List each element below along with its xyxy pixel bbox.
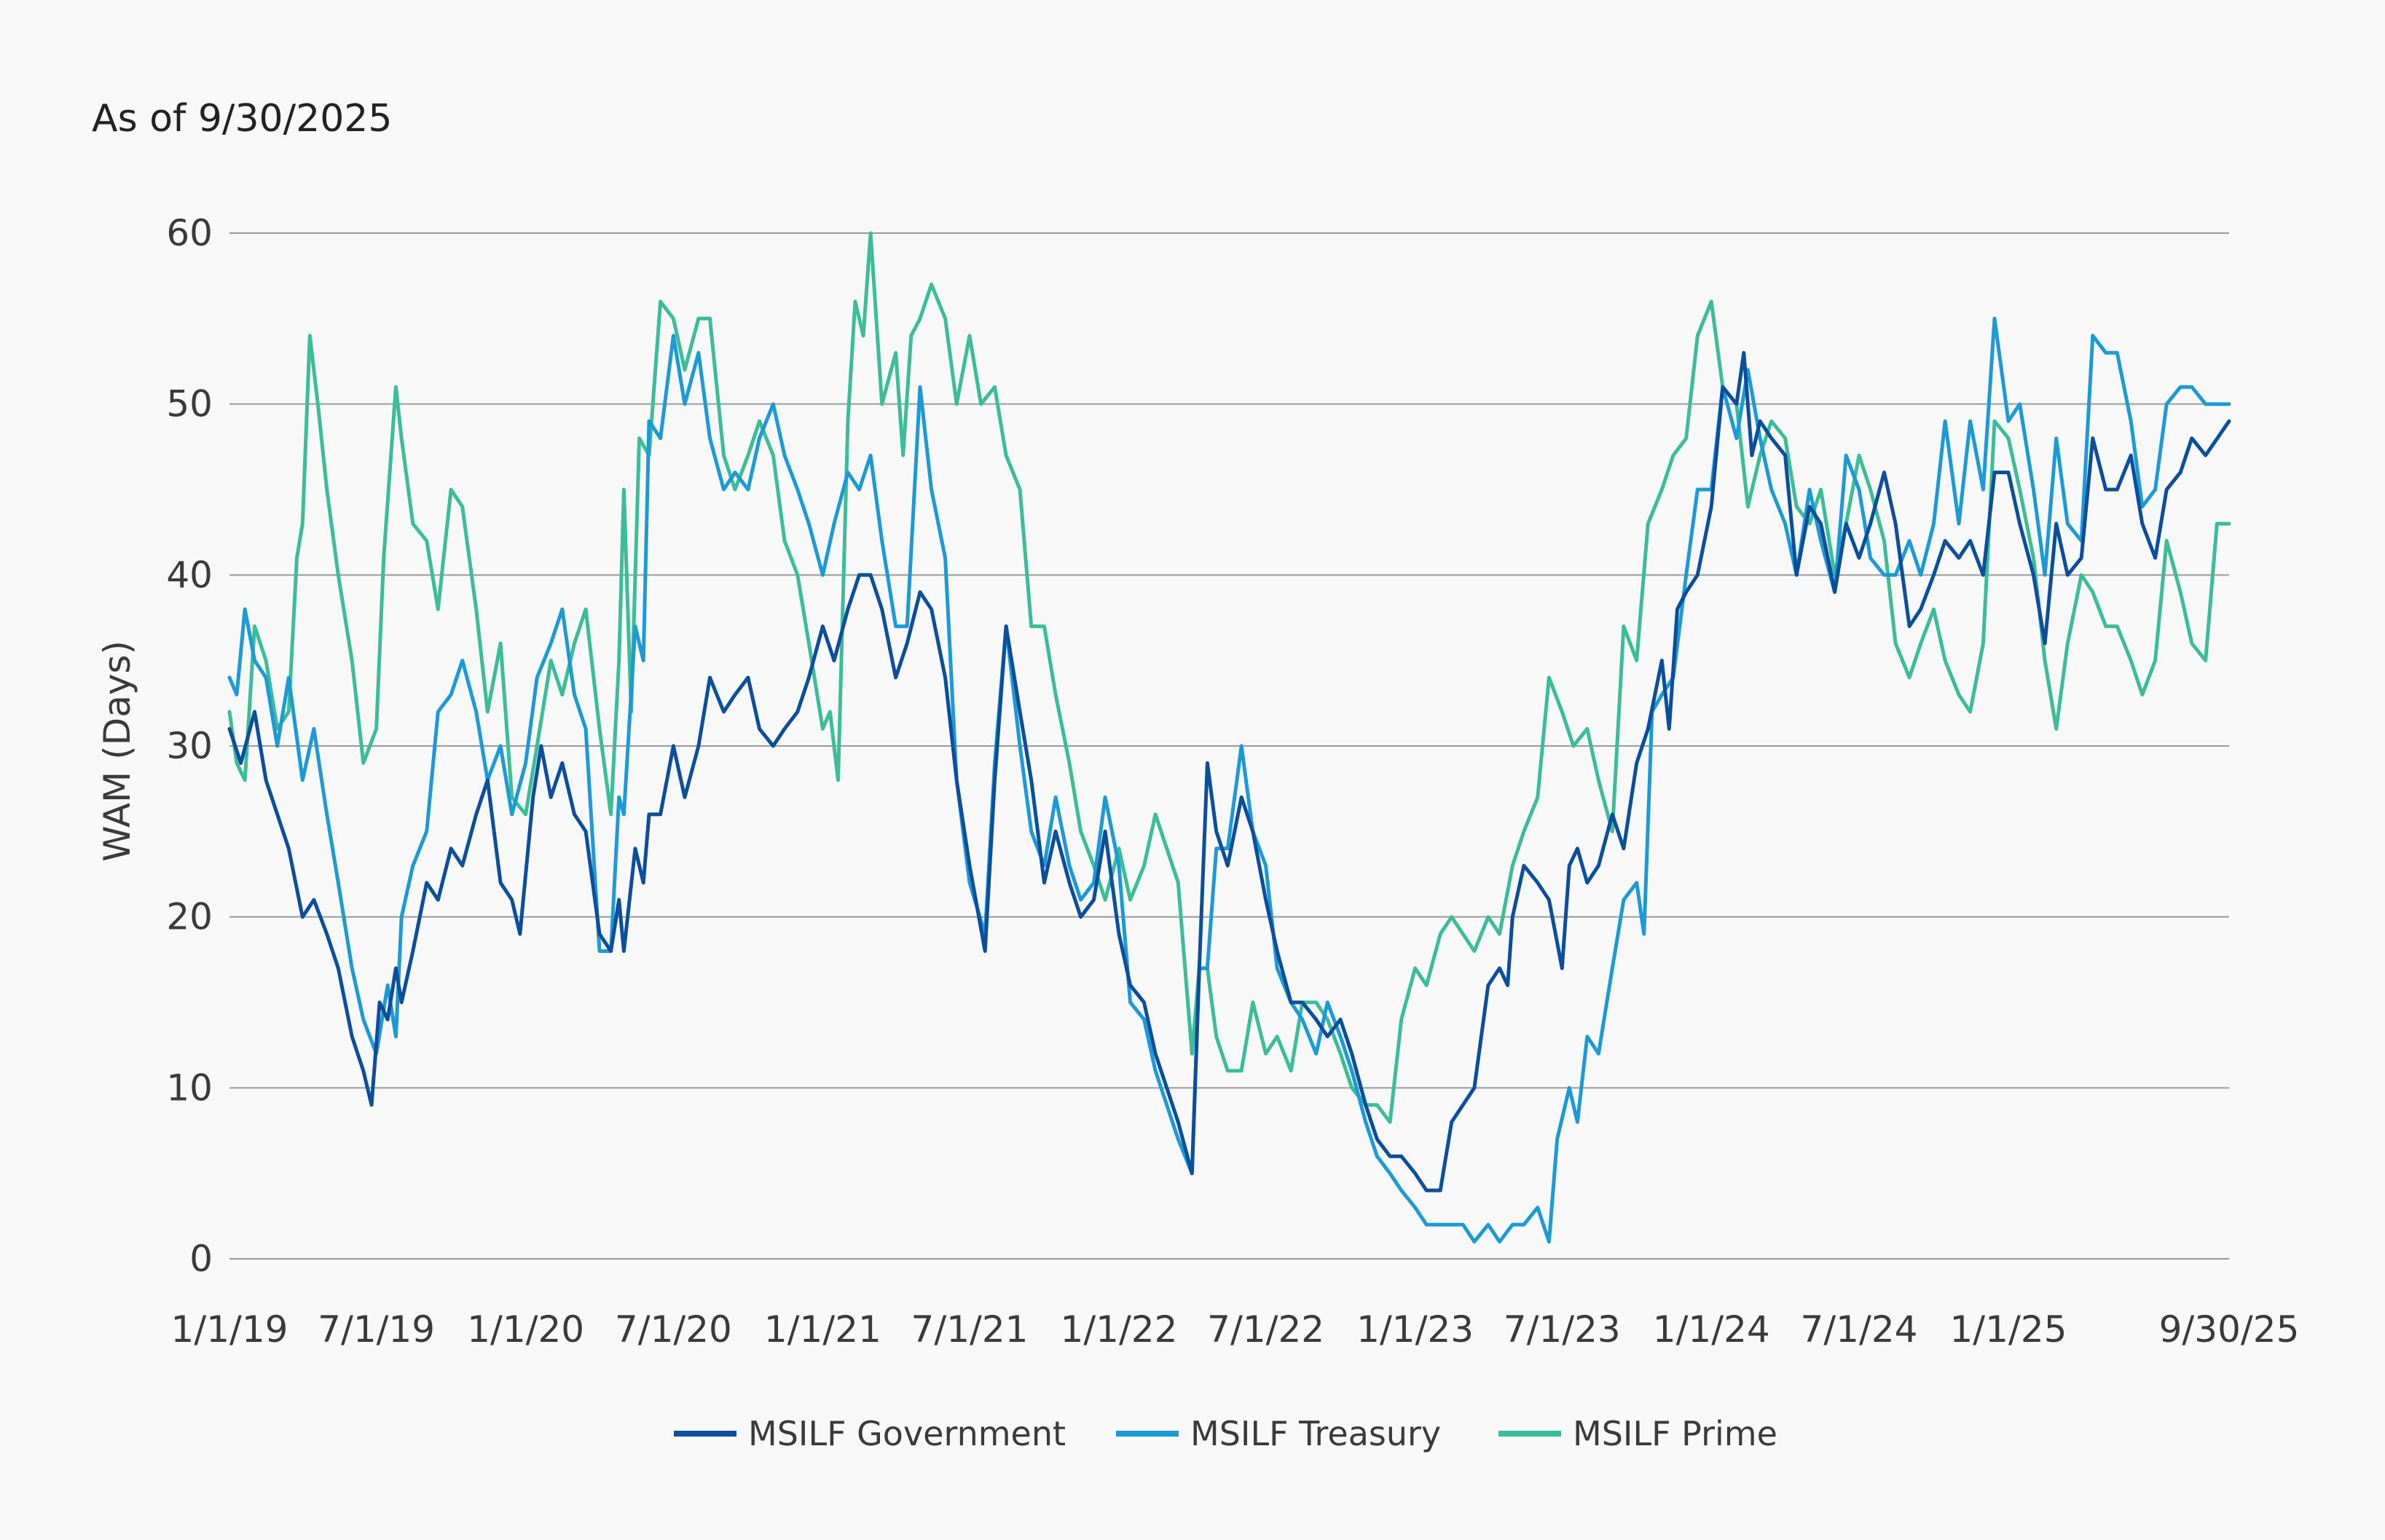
legend-label: MSILF Treasury xyxy=(1190,1414,1441,1453)
x-tick-label: 1/1/22 xyxy=(1061,1308,1178,1351)
chart-subtitle: As of 9/30/2025 xyxy=(92,97,392,141)
series-line-msilf-government xyxy=(227,350,2231,1193)
series-line-msilf-prime xyxy=(227,231,2231,1124)
x-tick-label: 7/1/20 xyxy=(615,1308,732,1351)
series-lines xyxy=(227,231,2231,1244)
y-tick-label: 50 xyxy=(166,383,213,425)
x-axis-ticks: 1/1/19 7/1/19 1/1/20 7/1/20 1/1/21 7/1/21 1/1/… xyxy=(171,1308,2300,1351)
y-axis-ticks: 0 10 20 30 40 50 60 xyxy=(166,212,213,1280)
y-tick-label: 60 xyxy=(166,212,213,254)
y-tick-label: 20 xyxy=(166,896,213,938)
y-axis-title: WAM (Days) xyxy=(96,640,138,862)
x-tick-label: 1/1/21 xyxy=(764,1308,881,1351)
x-tick-label: 1/1/23 xyxy=(1356,1308,1474,1351)
x-tick-label: 7/1/19 xyxy=(318,1308,435,1351)
y-tick-label: 40 xyxy=(166,554,213,596)
x-tick-label: 1/1/20 xyxy=(467,1308,584,1351)
x-tick-label: 7/1/23 xyxy=(1504,1308,1621,1351)
x-tick-label: 7/1/21 xyxy=(911,1308,1029,1351)
legend-label: MSILF Prime xyxy=(1573,1414,1777,1453)
x-tick-label: 1/1/24 xyxy=(1653,1308,1770,1351)
legend: MSILF Government MSILF Treasury MSILF Prim… xyxy=(674,1414,1777,1453)
series-line-msilf-treasury xyxy=(227,316,2231,1244)
x-tick-label: 7/1/24 xyxy=(1801,1308,1918,1351)
legend-label: MSILF Government xyxy=(748,1414,1066,1453)
x-tick-label: 9/30/25 xyxy=(2159,1308,2300,1351)
y-tick-label: 10 xyxy=(166,1066,213,1109)
gridlines xyxy=(229,232,2229,1260)
y-tick-label: 0 xyxy=(189,1238,213,1280)
x-tick-label: 7/1/22 xyxy=(1207,1308,1324,1351)
x-tick-label: 1/1/25 xyxy=(1950,1308,2067,1351)
y-tick-label: 30 xyxy=(166,725,213,767)
x-tick-label: 1/1/19 xyxy=(171,1308,288,1351)
